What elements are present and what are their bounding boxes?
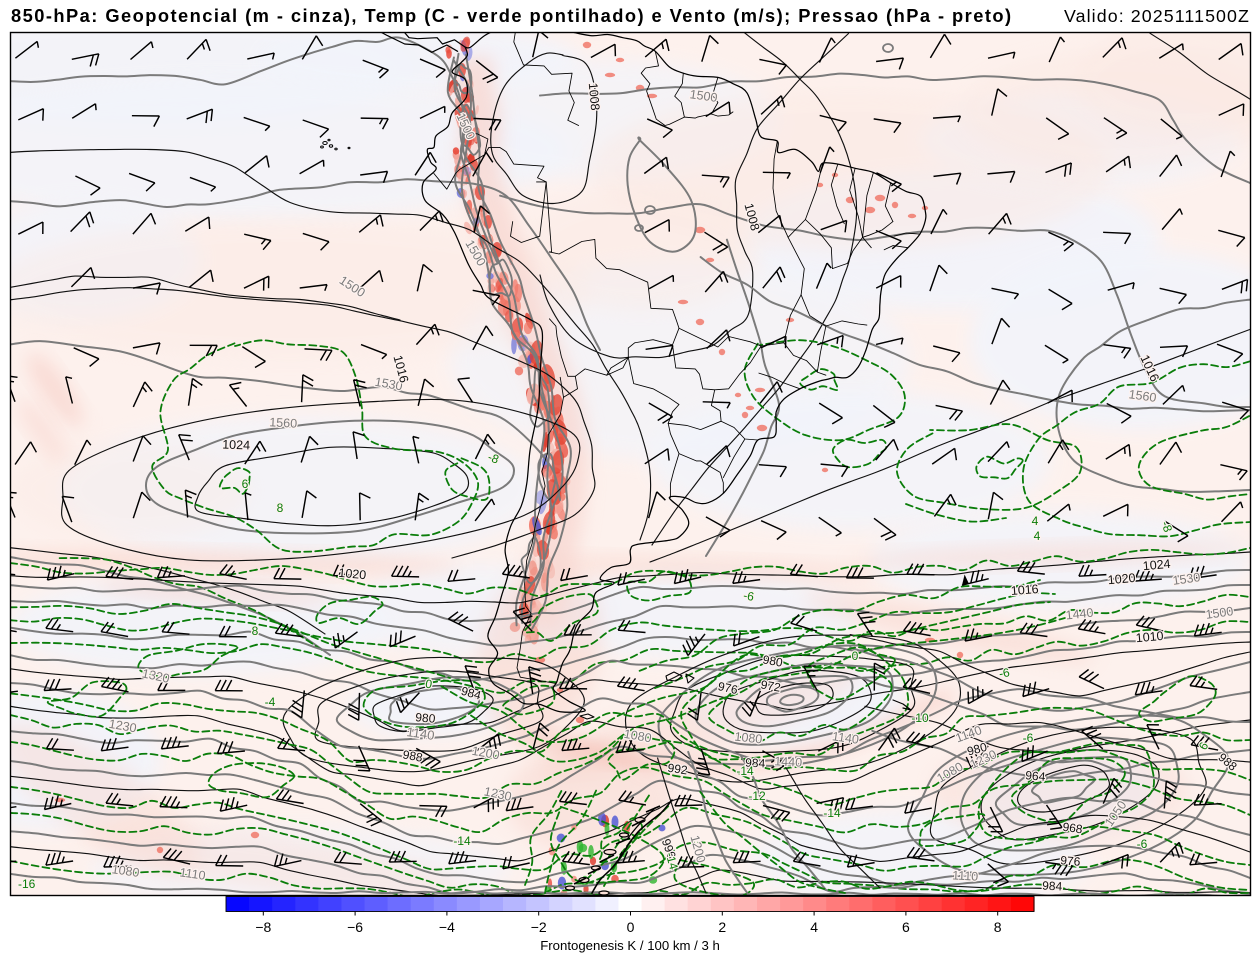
svg-text:1110: 1110 — [952, 868, 979, 883]
svg-text:968: 968 — [1062, 820, 1084, 837]
svg-text:1110: 1110 — [179, 865, 207, 882]
svg-text:0: 0 — [627, 919, 635, 935]
svg-text:Valido: 2025111500Z: Valido: 2025111500Z — [1064, 6, 1250, 26]
svg-text:1200: 1200 — [471, 744, 501, 763]
svg-text:1560: 1560 — [1128, 387, 1158, 405]
svg-text:1140: 1140 — [831, 729, 860, 747]
svg-text:976: 976 — [717, 679, 740, 697]
svg-text:1530: 1530 — [374, 375, 404, 394]
svg-text:980: 980 — [762, 652, 784, 669]
svg-text:4: 4 — [1034, 529, 1041, 543]
svg-text:−6: −6 — [347, 919, 363, 935]
svg-text:1024: 1024 — [222, 438, 250, 453]
svg-text:1020: 1020 — [338, 566, 367, 582]
svg-text:-10: -10 — [911, 711, 929, 725]
svg-text:-14: -14 — [663, 851, 681, 872]
svg-text:1080: 1080 — [111, 862, 141, 880]
svg-text:1500: 1500 — [689, 87, 719, 105]
svg-text:984: 984 — [745, 755, 766, 770]
svg-text:1440: 1440 — [774, 754, 803, 769]
svg-text:-14: -14 — [736, 764, 754, 778]
svg-text:8: 8 — [277, 501, 284, 515]
svg-text:6: 6 — [242, 477, 249, 491]
svg-text:984: 984 — [460, 684, 483, 703]
svg-text:988: 988 — [402, 747, 424, 764]
svg-text:-6: -6 — [1023, 731, 1034, 745]
svg-text:1020: 1020 — [1107, 571, 1136, 587]
svg-text:-16: -16 — [18, 877, 36, 891]
svg-text:-6: -6 — [1137, 837, 1148, 851]
svg-text:850-hPa: Geopotencial (m - cin: 850-hPa: Geopotencial (m - cinza), Temp … — [11, 5, 1013, 26]
svg-text:1080: 1080 — [734, 730, 763, 747]
svg-text:976: 976 — [1060, 853, 1081, 869]
svg-text:1500: 1500 — [1205, 604, 1235, 622]
svg-text:−4: −4 — [439, 919, 455, 935]
svg-text:8: 8 — [994, 919, 1002, 935]
svg-text:6: 6 — [902, 919, 910, 935]
svg-text:4: 4 — [1032, 514, 1039, 528]
svg-text:-14: -14 — [453, 834, 471, 848]
svg-text:992: 992 — [667, 761, 689, 778]
svg-text:1016: 1016 — [1010, 582, 1039, 598]
svg-text:1440: 1440 — [1065, 606, 1094, 623]
svg-text:-4: -4 — [265, 695, 276, 709]
svg-text:Frontogenesis K / 100 km / 3 h: Frontogenesis K / 100 km / 3 h — [540, 938, 720, 953]
svg-text:−2: −2 — [531, 919, 547, 935]
svg-text:1008: 1008 — [586, 82, 602, 111]
svg-text:984: 984 — [1042, 878, 1063, 893]
svg-text:0: 0 — [852, 649, 859, 663]
svg-text:1560: 1560 — [269, 415, 298, 430]
svg-text:-12: -12 — [748, 789, 766, 803]
svg-text:2: 2 — [718, 919, 726, 935]
svg-text:972: 972 — [760, 677, 782, 694]
svg-text:1140: 1140 — [406, 724, 436, 743]
svg-text:1530: 1530 — [1172, 570, 1202, 588]
svg-text:980: 980 — [965, 740, 988, 759]
svg-text:-6: -6 — [742, 588, 755, 604]
svg-text:980: 980 — [415, 710, 436, 726]
svg-text:0: 0 — [424, 677, 433, 692]
svg-text:−8: −8 — [255, 919, 271, 935]
svg-text:964: 964 — [1025, 768, 1046, 784]
svg-text:-6: -6 — [998, 665, 1011, 681]
svg-text:1010: 1010 — [1135, 629, 1164, 645]
svg-text:-14: -14 — [823, 806, 841, 820]
svg-text:1230: 1230 — [108, 717, 138, 736]
svg-text:8: 8 — [252, 624, 259, 638]
svg-text:1080: 1080 — [623, 727, 653, 746]
svg-text:1024: 1024 — [1142, 557, 1171, 573]
svg-text:4: 4 — [810, 919, 818, 935]
